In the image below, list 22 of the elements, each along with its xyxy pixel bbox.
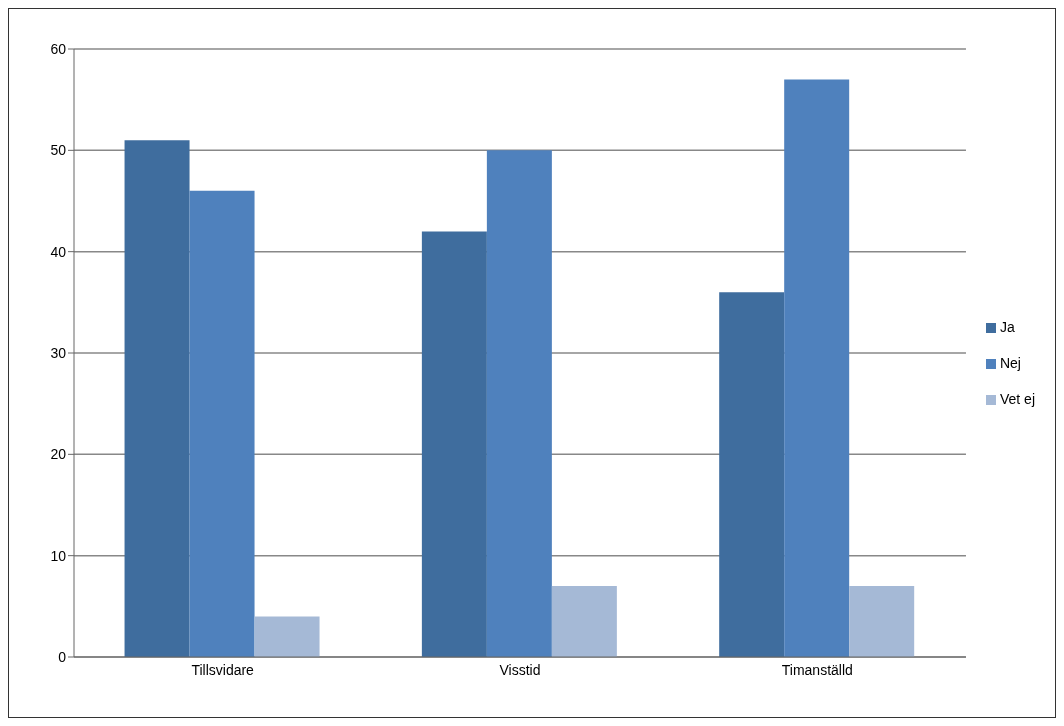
y-tick-label: 50 (50, 142, 67, 159)
bar (849, 586, 915, 657)
bar (189, 190, 255, 657)
bar (719, 292, 785, 657)
x-tick-label: Visstid (499, 661, 541, 678)
bar (486, 150, 552, 657)
y-tick-label: 60 (50, 40, 67, 57)
legend-label: Nej (999, 355, 1021, 371)
legend-label: Vet ej (999, 391, 1035, 407)
y-tick-label: 40 (50, 243, 67, 260)
y-tick-label: 30 (50, 344, 67, 361)
bar (784, 79, 850, 657)
bar (254, 616, 320, 657)
bar (551, 586, 617, 657)
x-tick-label: Timanställd (781, 661, 853, 678)
y-tick-label: 20 (50, 446, 67, 463)
y-tick-label: 0 (58, 648, 67, 665)
x-tick-label: Tillsvidare (191, 661, 255, 678)
bar (124, 140, 190, 657)
bar (421, 231, 487, 657)
legend-label: Ja (999, 319, 1015, 335)
y-tick-label: 10 (50, 547, 67, 564)
